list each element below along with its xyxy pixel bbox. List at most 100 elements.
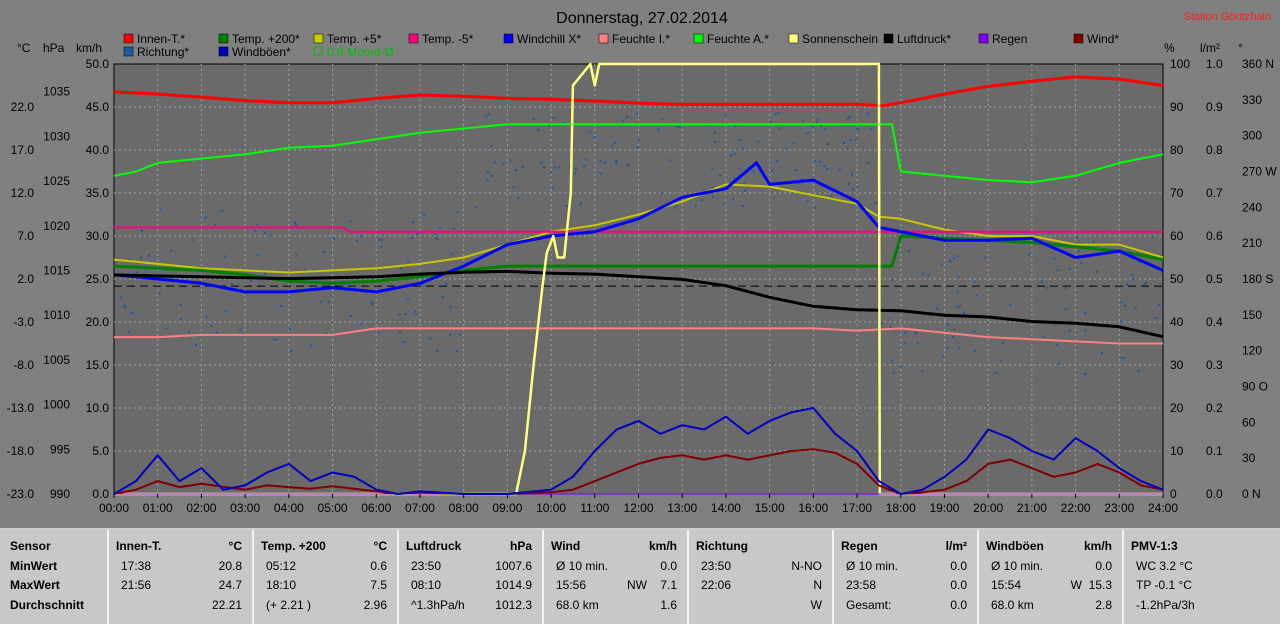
y-tick-hpa: 1005 (43, 353, 70, 367)
direction-dot (891, 279, 894, 282)
y-tick-lm2: 0.9 (1206, 100, 1223, 114)
direction-dot (250, 279, 253, 282)
table-row: 21:56 24.7 (109, 578, 252, 597)
y-tick-temp: 22.0 (11, 100, 35, 114)
table-row: ^1.3hPa/h 1012.3 (399, 598, 542, 617)
table-row: TP -0.1 °C (1124, 578, 1280, 597)
direction-dot (848, 116, 851, 119)
direction-dot (224, 255, 227, 258)
direction-dot (711, 167, 714, 170)
direction-dot (974, 280, 977, 283)
direction-dot (668, 159, 671, 162)
table-column: Regen l/m² Ø 10 min. 0.0 23:58 0.0 Gesamt: 0.0 (834, 530, 979, 624)
cell-value: 1.6 (660, 598, 677, 612)
direction-dot (660, 191, 663, 194)
direction-dot (638, 139, 641, 142)
table-row: 18:10 7.5 (254, 578, 397, 597)
table-row: WC 3.2 °C (1124, 559, 1280, 578)
x-tick-label: 16:00 (798, 501, 828, 515)
y-tick-kmh: 5.0 (92, 444, 109, 458)
table-row: 68.0 km 2.8 (979, 598, 1122, 617)
y-tick-temp: -8.0 (13, 358, 34, 372)
direction-dot (293, 221, 296, 224)
direction-dot (946, 347, 949, 350)
direction-dot (416, 232, 419, 235)
cell-label: 22:06 (701, 578, 732, 592)
x-tick-label: 07:00 (405, 501, 435, 515)
direction-dot (599, 172, 602, 175)
direction-dot (436, 238, 439, 241)
direction-dot (916, 342, 919, 345)
cell-label: TP -0.1 °C (1136, 578, 1192, 592)
direction-dot (921, 370, 924, 373)
table-column: Temp. +200 °C 05:12 0.6 18:10 7.5 (+ 2.21 ) 2.9… (254, 530, 399, 624)
table-column: Luftdruck hPa 23:50 1007.6 08:10 1014.9 ^1.3hP… (399, 530, 544, 624)
direction-dot (741, 147, 744, 150)
direction-dot (1001, 342, 1004, 345)
cell-label: 23:58 (846, 578, 877, 592)
direction-dot (509, 159, 512, 162)
direction-dot (449, 305, 452, 308)
direction-dot (1084, 372, 1087, 375)
direction-dot (313, 269, 316, 272)
direction-dot (557, 166, 560, 169)
direction-dot (733, 177, 736, 180)
cell-value: 2.96 (363, 598, 387, 612)
y-tick-hpa: 1000 (43, 398, 70, 412)
grid (114, 64, 1163, 494)
direction-dot (123, 306, 126, 309)
direction-dot (170, 249, 173, 252)
cell-label: (+ 2.21 ) (266, 598, 312, 612)
legend: Innen-T.* Temp. +200* Temp. +5* Temp. -5* Wi… (123, 32, 1119, 59)
direction-dot (956, 305, 959, 308)
direction-dot (774, 113, 777, 116)
direction-dot (857, 128, 860, 131)
direction-dot (356, 239, 359, 242)
table-row: 22.21 (109, 598, 252, 617)
cell-label: WC 3.2 °C (1136, 559, 1193, 573)
direction-dot (213, 223, 216, 226)
direction-dot (757, 140, 760, 143)
y-tick-hpa: 1020 (43, 219, 70, 233)
direction-dot (379, 245, 382, 248)
legend-label: Wind* (1087, 32, 1119, 46)
direction-dot (204, 216, 207, 219)
direction-dot (816, 118, 819, 121)
direction-dot (487, 113, 490, 116)
cell-label: -1.2hPa/3h (1136, 598, 1195, 612)
direction-dot (995, 371, 998, 374)
legend-swatch (218, 33, 229, 44)
cell-value: 7.1 (660, 578, 677, 592)
direction-dot (936, 307, 939, 310)
direction-dot (603, 161, 606, 164)
legend-swatch (978, 33, 989, 44)
direction-dot (846, 147, 849, 150)
legend-label: Temp. +5* (327, 32, 382, 46)
direction-dot (584, 158, 587, 161)
direction-dot (263, 231, 266, 234)
direction-dot (949, 259, 952, 262)
direction-dot (1120, 301, 1123, 304)
direction-dot (657, 128, 660, 131)
column-header: Windböen (986, 539, 1044, 553)
direction-dot (1158, 303, 1161, 306)
direction-dot (1009, 303, 1012, 306)
series-line-5 (113, 161, 1164, 294)
direction-dot (1143, 283, 1146, 286)
y-tick-lm2: 0.7 (1206, 186, 1223, 200)
x-tick-label: 15:00 (755, 501, 785, 515)
unit-pct: % (1164, 41, 1175, 55)
y-tick-pct: 100 (1170, 57, 1190, 71)
unit-deg: ° (1238, 41, 1243, 55)
direction-dot (273, 338, 276, 341)
y-tick-pct: 90 (1170, 100, 1184, 114)
direction-dot (304, 269, 307, 272)
y-tick-kmh: 25.0 (86, 272, 110, 286)
direction-dot (729, 154, 732, 157)
direction-dot (423, 213, 426, 216)
legend-swatch (123, 46, 134, 57)
direction-dot (1096, 270, 1099, 273)
direction-dot (399, 331, 402, 334)
y-tick-lm2: 1.0 (1206, 57, 1223, 71)
cell-value: 1012.3 (495, 598, 532, 612)
